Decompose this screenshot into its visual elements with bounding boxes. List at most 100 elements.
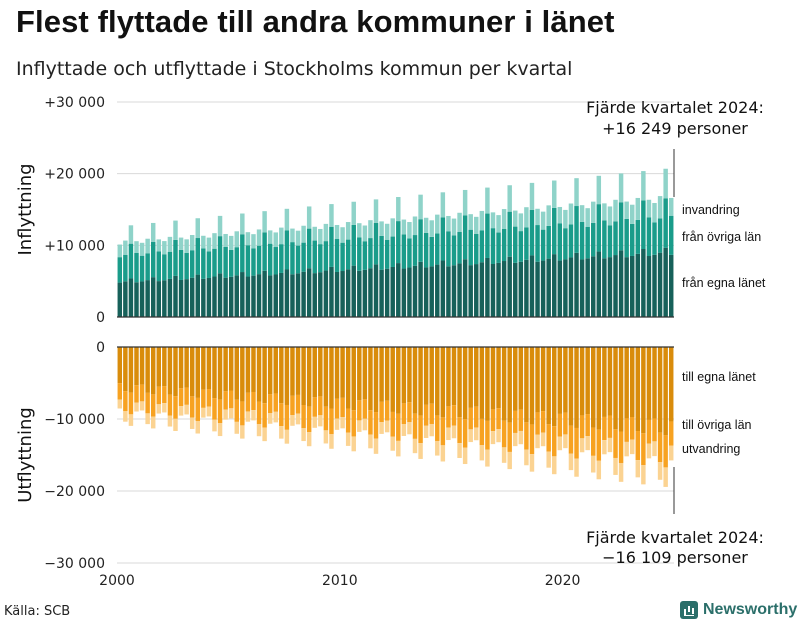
bar-segment (663, 168, 668, 199)
bar-segment (123, 240, 128, 255)
bar-segment (474, 264, 479, 317)
bar-segment (507, 347, 512, 423)
bar-segment (134, 347, 139, 386)
bar-segment (574, 252, 579, 317)
bar-segment (618, 173, 624, 203)
bar-segment (256, 245, 262, 275)
bar-segment (128, 347, 134, 393)
bar-segment (557, 413, 563, 437)
bar-segment (490, 228, 496, 264)
y-tick-label: +20 000 (44, 167, 105, 183)
bar-segment (602, 347, 607, 417)
bar-segment (468, 347, 473, 408)
bar-segment (312, 416, 317, 428)
bar-segment (217, 236, 223, 274)
bar-segment (295, 273, 301, 317)
bar-segment (318, 228, 323, 245)
bar-segment (602, 203, 607, 221)
bar-segment (240, 401, 245, 426)
bar-segment (607, 415, 613, 438)
bar-segment (574, 427, 579, 459)
bar-segment (117, 244, 123, 258)
bar-segment (407, 402, 412, 423)
bar-segment (613, 429, 618, 458)
bar-segment (529, 347, 535, 425)
bar-segment (139, 347, 145, 385)
bar-segment (485, 257, 490, 317)
brand-name: Newsworthy (703, 601, 798, 618)
bar-segment (390, 266, 395, 317)
bar-segment (668, 197, 674, 216)
bar-segment (552, 207, 557, 255)
bar-segment (535, 347, 540, 413)
labels: invandring från övriga län från egna länet… (586, 98, 766, 567)
bar-segment (546, 451, 551, 468)
bar-segment (618, 431, 624, 463)
bar-segment (195, 420, 200, 434)
bar-segment (195, 218, 200, 239)
bar-segment (657, 462, 663, 480)
bar-segment (630, 417, 635, 440)
bar-segment (228, 235, 234, 250)
bar-segment (156, 251, 162, 282)
bar-segment (306, 206, 312, 229)
bar-segment (668, 445, 674, 461)
bar-segment (435, 233, 440, 265)
bar-segment (574, 458, 579, 477)
bar-segment (390, 218, 395, 237)
bar-segment (167, 251, 173, 279)
bar-segment (379, 269, 384, 317)
bar-segment (624, 257, 629, 317)
bar-segment (407, 267, 412, 317)
bar-segment (624, 418, 629, 442)
bar-segment (451, 347, 457, 406)
bar-segment (652, 418, 657, 442)
bar-segment (540, 260, 546, 317)
bar-segment (368, 410, 373, 435)
bar-segment (663, 198, 668, 248)
y-axis-title: Inflyttning (15, 163, 36, 255)
bar-segment (557, 223, 563, 261)
bar-segment (245, 232, 251, 246)
bar-segment (579, 438, 585, 453)
bar-segment (223, 277, 228, 317)
bar-segment (128, 243, 134, 279)
bar-segment (117, 257, 123, 283)
bar-segment (390, 236, 395, 267)
bar-segment (485, 187, 490, 214)
bar-segment (345, 222, 351, 240)
bar-segment (206, 406, 212, 417)
bar-segment (306, 228, 312, 269)
bar-segment (362, 241, 368, 270)
bar-segment (429, 266, 434, 317)
bar-segment (474, 347, 479, 407)
bar-segment (468, 407, 473, 430)
bar-segment (368, 220, 373, 239)
bar-segment (513, 210, 518, 227)
bar-segment (312, 240, 317, 274)
bar-segment (540, 432, 546, 447)
bar-segment (585, 347, 590, 415)
bar-segment (273, 411, 278, 423)
bar-segment (635, 347, 641, 432)
bar-segment (290, 415, 295, 426)
bar-segment (223, 391, 228, 410)
bar-segment (563, 412, 568, 435)
bar-segment (501, 447, 507, 463)
bar-segment (668, 215, 674, 255)
bar-segment (340, 227, 345, 243)
bar-segment (195, 238, 200, 275)
bar-segment (150, 222, 156, 242)
bar-segment (167, 278, 173, 317)
bar-segment (535, 261, 540, 317)
bar-segment (323, 270, 329, 317)
bar-segment (373, 264, 379, 317)
bar-segment (496, 215, 501, 233)
bar-segment (535, 412, 540, 435)
bar-segment (217, 215, 223, 237)
bar-segment (301, 242, 306, 272)
bar-segment (652, 441, 657, 457)
bar-segment (423, 425, 429, 438)
bar-segment (312, 347, 317, 398)
